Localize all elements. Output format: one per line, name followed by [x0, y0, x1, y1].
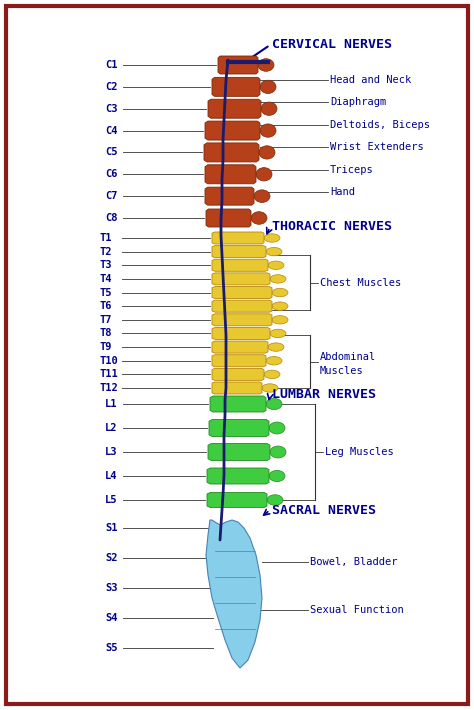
Text: Leg Muscles: Leg Muscles: [325, 447, 394, 457]
PathPatch shape: [205, 187, 254, 205]
PathPatch shape: [206, 520, 262, 668]
PathPatch shape: [206, 209, 251, 227]
Ellipse shape: [264, 234, 280, 242]
Text: S1: S1: [105, 523, 118, 533]
PathPatch shape: [212, 300, 272, 312]
Text: THORACIC NERVES: THORACIC NERVES: [272, 221, 392, 234]
Text: T4: T4: [100, 274, 112, 284]
Text: T8: T8: [100, 329, 112, 339]
Text: SACRAL NERVES: SACRAL NERVES: [272, 503, 376, 516]
Text: C2: C2: [105, 82, 118, 92]
Text: T6: T6: [100, 301, 112, 311]
PathPatch shape: [205, 121, 260, 140]
Ellipse shape: [269, 422, 285, 434]
Text: C5: C5: [105, 148, 118, 158]
Ellipse shape: [269, 471, 285, 481]
PathPatch shape: [207, 493, 267, 508]
Text: L3: L3: [105, 447, 118, 457]
Text: C6: C6: [105, 169, 118, 180]
Ellipse shape: [262, 384, 278, 392]
Text: Muscles: Muscles: [320, 366, 364, 376]
Text: C4: C4: [105, 126, 118, 136]
Text: T10: T10: [100, 356, 119, 366]
PathPatch shape: [212, 246, 266, 258]
Ellipse shape: [266, 398, 282, 410]
Text: T12: T12: [100, 383, 119, 393]
Text: Bowel, Bladder: Bowel, Bladder: [310, 557, 398, 567]
Text: S5: S5: [105, 643, 118, 653]
Ellipse shape: [260, 124, 276, 137]
Ellipse shape: [266, 248, 282, 256]
Text: T5: T5: [100, 288, 112, 297]
Text: C3: C3: [105, 104, 118, 114]
Ellipse shape: [259, 146, 275, 159]
Ellipse shape: [266, 356, 282, 365]
Ellipse shape: [264, 370, 280, 378]
Text: Head and Neck: Head and Neck: [330, 75, 411, 85]
Text: Sexual Function: Sexual Function: [310, 605, 404, 615]
Ellipse shape: [268, 343, 284, 351]
PathPatch shape: [212, 368, 264, 381]
PathPatch shape: [205, 165, 256, 184]
PathPatch shape: [218, 56, 258, 74]
PathPatch shape: [212, 77, 260, 97]
Ellipse shape: [272, 288, 288, 297]
Text: Abdominal: Abdominal: [320, 351, 376, 361]
PathPatch shape: [210, 396, 266, 412]
PathPatch shape: [204, 143, 259, 162]
Ellipse shape: [268, 261, 284, 270]
PathPatch shape: [212, 327, 270, 339]
PathPatch shape: [212, 341, 268, 353]
Ellipse shape: [258, 59, 274, 71]
Text: T3: T3: [100, 261, 112, 271]
PathPatch shape: [212, 287, 272, 298]
Text: L2: L2: [105, 423, 118, 433]
PathPatch shape: [212, 232, 264, 244]
PathPatch shape: [208, 444, 270, 461]
Text: Hand: Hand: [330, 187, 355, 197]
Ellipse shape: [270, 446, 286, 458]
PathPatch shape: [212, 355, 266, 367]
PathPatch shape: [212, 314, 272, 326]
Ellipse shape: [272, 316, 288, 324]
Ellipse shape: [256, 168, 272, 181]
Text: CERVICAL NERVES: CERVICAL NERVES: [272, 38, 392, 52]
Text: T1: T1: [100, 233, 112, 243]
Text: Wrist Extenders: Wrist Extenders: [330, 142, 424, 152]
Ellipse shape: [272, 302, 288, 310]
Text: Diaphragm: Diaphragm: [330, 97, 386, 107]
Ellipse shape: [267, 495, 283, 506]
Text: T2: T2: [100, 246, 112, 256]
Ellipse shape: [261, 102, 277, 115]
Text: LUMBAR NERVES: LUMBAR NERVES: [272, 388, 376, 401]
Ellipse shape: [254, 190, 270, 202]
Text: C1: C1: [105, 60, 118, 70]
Text: T7: T7: [100, 315, 112, 324]
PathPatch shape: [212, 259, 268, 271]
Text: Chest Muscles: Chest Muscles: [320, 278, 401, 288]
PathPatch shape: [212, 273, 270, 285]
Text: S4: S4: [105, 613, 118, 623]
Text: Triceps: Triceps: [330, 165, 374, 175]
Ellipse shape: [251, 212, 267, 224]
Text: L4: L4: [105, 471, 118, 481]
Ellipse shape: [270, 329, 286, 338]
Ellipse shape: [270, 275, 286, 283]
Text: T11: T11: [100, 369, 119, 379]
Text: T9: T9: [100, 342, 112, 352]
Text: L5: L5: [105, 495, 118, 505]
Text: Deltoids, Biceps: Deltoids, Biceps: [330, 120, 430, 130]
Text: C7: C7: [105, 191, 118, 201]
Text: S3: S3: [105, 583, 118, 593]
PathPatch shape: [209, 420, 269, 437]
PathPatch shape: [208, 99, 261, 118]
PathPatch shape: [207, 468, 269, 484]
Text: C8: C8: [105, 213, 118, 223]
Ellipse shape: [260, 80, 276, 94]
Text: S2: S2: [105, 553, 118, 563]
PathPatch shape: [212, 382, 262, 394]
Text: L1: L1: [105, 399, 118, 409]
